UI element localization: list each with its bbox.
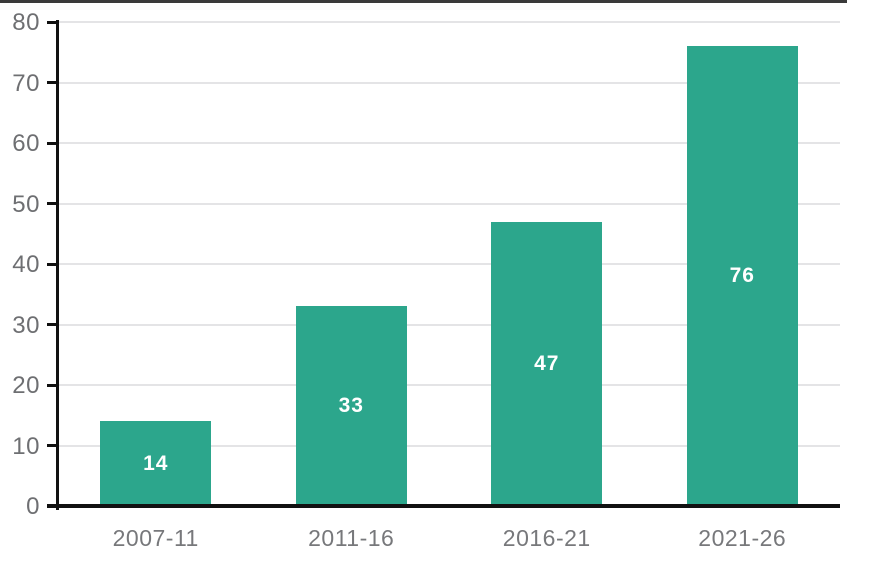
bar-2016-21: 47 (491, 221, 603, 506)
x-axis-category-label: 2016-21 (502, 525, 591, 551)
y-axis-tick-label: 0 (26, 493, 40, 520)
y-axis-tick-label: 80 (12, 9, 40, 36)
x-axis-category-label: 2021-26 (698, 525, 787, 551)
bar-2011-16: 33 (295, 306, 407, 506)
bar-value-label: 33 (338, 394, 364, 418)
gridline-y-80 (58, 21, 840, 23)
gridline-y-70 (58, 81, 840, 84)
gridline-y-50 (58, 202, 840, 205)
bar-2007-11: 14 (100, 421, 212, 506)
y-tick-20 (47, 383, 57, 387)
y-tick-50 (47, 202, 57, 205)
bar-value-label: 76 (729, 264, 755, 288)
bar-value-label: 14 (143, 451, 169, 475)
gridline-y-20 (58, 384, 840, 386)
y-axis-tick-label: 60 (12, 130, 40, 157)
y-axis-tick-label: 40 (12, 251, 40, 278)
y-tick-80 (47, 20, 57, 24)
y-tick-60 (47, 141, 57, 145)
y-tick-10 (47, 444, 57, 447)
bar-2021-26: 76 (686, 46, 798, 506)
y-tick-40 (47, 262, 57, 266)
gridline-y-60 (58, 142, 840, 144)
top-border-line (0, 0, 847, 3)
gridline-y-40 (58, 263, 840, 265)
y-tick-70 (47, 81, 57, 84)
y-axis-tick-label: 20 (12, 372, 40, 399)
x-axis-category-label: 2007-11 (112, 525, 199, 551)
y-axis-tick-label: 50 (12, 190, 40, 218)
y-tick-30 (47, 323, 57, 326)
x-axis-category-label: 2011-16 (308, 525, 395, 551)
y-axis-line (56, 20, 59, 510)
gridline-y-30 (58, 323, 840, 326)
gridline-y-10 (58, 444, 840, 447)
bar-value-label: 47 (534, 351, 560, 375)
x-axis-line (47, 504, 840, 508)
y-axis-tick-label: 70 (12, 69, 40, 97)
y-axis-tick-label: 30 (12, 311, 40, 339)
y-axis-tick-label: 10 (12, 432, 40, 460)
